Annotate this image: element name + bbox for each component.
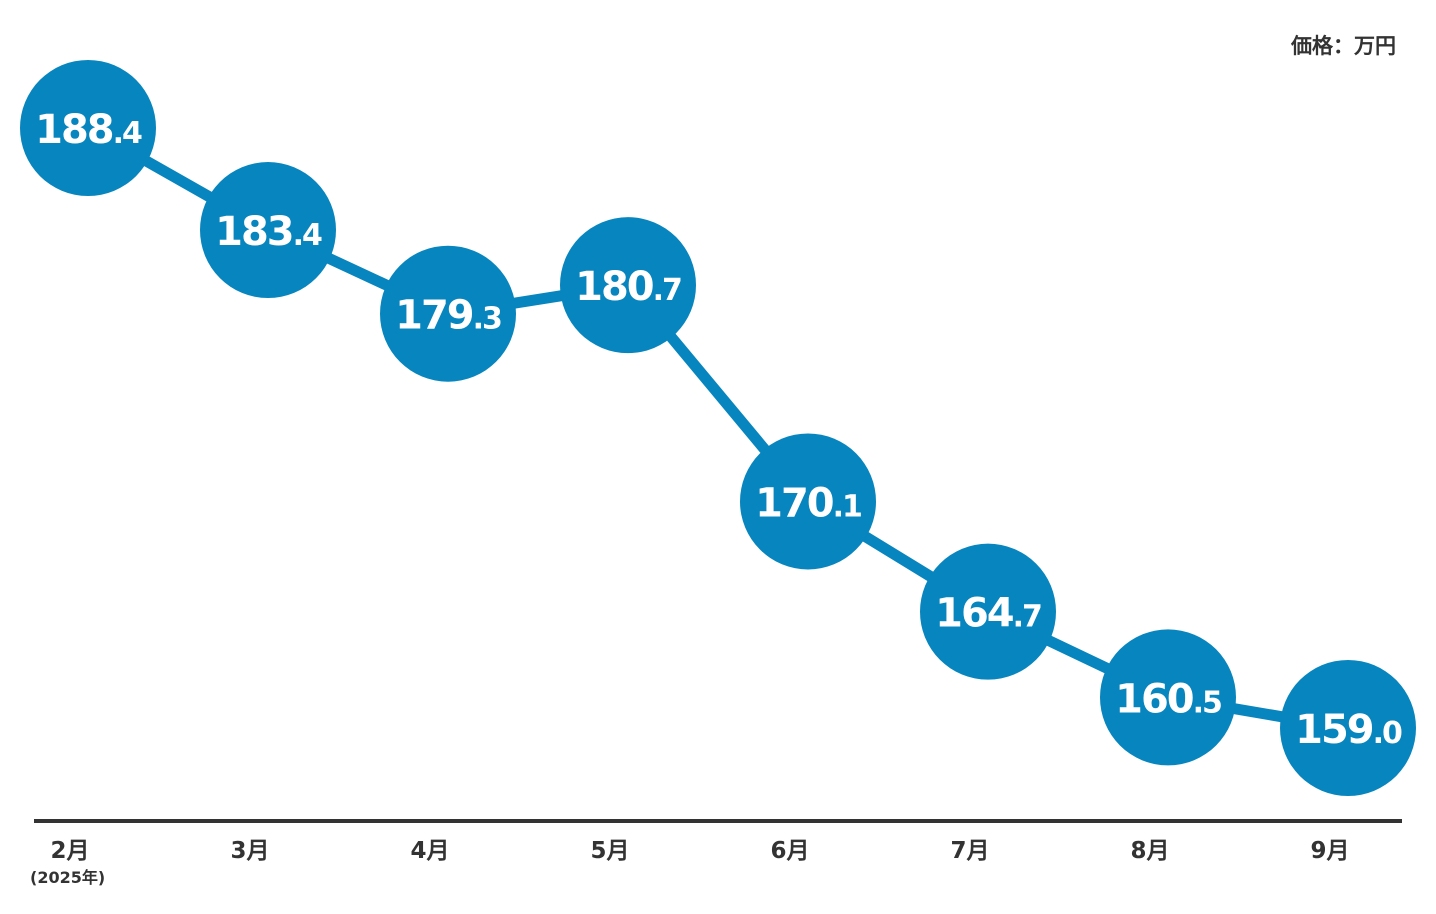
data-label: 179.3 xyxy=(395,293,501,339)
data-label: 170.1 xyxy=(755,480,861,526)
data-point-marker xyxy=(920,543,1056,680)
data-label: 183.4 xyxy=(215,209,322,255)
x-tick-label: 6月 xyxy=(770,838,809,864)
data-label: 180.7 xyxy=(575,264,681,310)
data-point-marker xyxy=(20,60,156,196)
x-tick-label: 3月 xyxy=(230,838,269,864)
data-point: 188.4 xyxy=(20,60,156,196)
year-note: (2025年) xyxy=(30,868,106,887)
data-point: 159.0 xyxy=(1280,660,1416,796)
data-point: 164.7 xyxy=(920,543,1056,680)
data-point-marker xyxy=(200,162,336,299)
data-point: 183.4 xyxy=(200,162,336,299)
data-label: 159.0 xyxy=(1295,707,1402,753)
data-label: 188.4 xyxy=(35,107,142,153)
data-point-marker xyxy=(380,245,516,382)
unit-label: 価格：万円 xyxy=(1291,34,1396,58)
marker-layer: 188.4 183.4 179.3 180.7 170.1 164.7 160.5 159.0 xyxy=(20,60,1416,796)
x-tick-label: 4月 xyxy=(410,838,449,864)
x-tick-label: 2月 xyxy=(50,838,89,864)
data-point-marker xyxy=(560,217,696,354)
data-point-marker xyxy=(740,433,876,570)
data-point: 179.3 xyxy=(380,245,516,382)
x-tick-label: 8月 xyxy=(1130,838,1169,864)
data-point: 160.5 xyxy=(1100,629,1236,766)
x-tick-label: 9月 xyxy=(1310,838,1349,864)
tick-label-layer: 2月 3月 4月 5月 6月 7月 8月 9月 xyxy=(50,838,1349,864)
data-point: 180.7 xyxy=(560,217,696,354)
data-label: 160.5 xyxy=(1115,676,1221,722)
data-point-marker xyxy=(1280,660,1416,796)
x-tick-label: 5月 xyxy=(590,838,629,864)
x-tick-label: 7月 xyxy=(950,838,989,864)
data-point-marker xyxy=(1100,629,1236,766)
data-label: 164.7 xyxy=(935,591,1041,637)
data-point: 170.1 xyxy=(740,433,876,570)
